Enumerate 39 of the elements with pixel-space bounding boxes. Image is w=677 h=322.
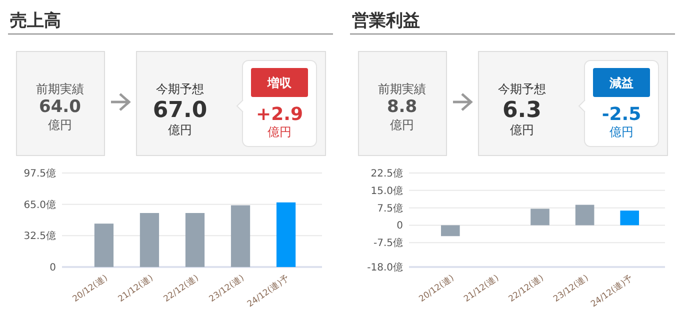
bar [530, 208, 550, 226]
y-tick-label: 7.5億 [377, 202, 403, 214]
y-tick-label: 0 [396, 220, 403, 232]
bar [575, 204, 594, 226]
text: 億円 [610, 125, 634, 139]
bar [620, 210, 640, 226]
y-tick-label: 32.5億 [24, 230, 56, 242]
text: 億円 [48, 118, 72, 132]
y-tick-label: 22.5億 [370, 168, 403, 180]
text: 億円 [510, 123, 534, 137]
text: -2.5 [602, 104, 642, 125]
text: 今期予想 [156, 82, 204, 96]
bar [440, 225, 460, 236]
y-tick-label: -18.0億 [367, 262, 403, 274]
text: 増収 [266, 76, 292, 90]
text: +2.9 [256, 104, 303, 125]
text: 前期実績 [378, 82, 426, 96]
text: 前期実績 [36, 82, 84, 96]
text: 8.8 [386, 97, 418, 117]
y-tick-label: 65.0億 [24, 198, 56, 211]
text: 億円 [168, 123, 192, 137]
bar [276, 202, 296, 267]
text: 億円 [390, 118, 414, 132]
text: 減益 [608, 76, 634, 90]
bar [185, 213, 205, 267]
bar [94, 224, 114, 267]
bar [230, 205, 250, 267]
bar [140, 213, 160, 267]
y-tick-label: 97.5億 [24, 168, 56, 180]
text: 億円 [268, 125, 292, 139]
y-tick-label: 15.0億 [370, 184, 403, 197]
text: 67.0 [152, 98, 208, 123]
text: 営業利益 [352, 11, 420, 31]
text: 売上高 [10, 11, 61, 31]
text: 64.0 [39, 97, 82, 117]
text: 今期予想 [498, 82, 546, 96]
text: 6.3 [502, 98, 542, 123]
y-tick-label: 0 [50, 262, 56, 274]
y-tick-label: -7.5億 [373, 237, 403, 250]
